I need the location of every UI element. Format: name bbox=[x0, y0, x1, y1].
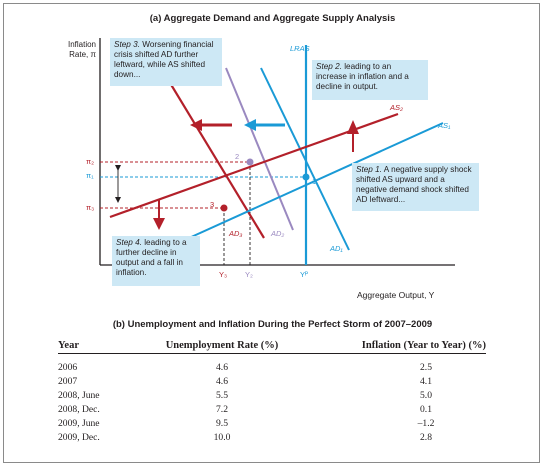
step1-note: Step 1. A negative supply shock shifted … bbox=[352, 163, 479, 211]
cell-inflation: 2.8 bbox=[420, 431, 432, 443]
step3-note: Step 3. Worsening financial crisis shift… bbox=[110, 38, 222, 86]
header-inflation: Inflation (Year to Year) (%) bbox=[361, 339, 486, 351]
step2-text: leading to an increase in inflation and … bbox=[316, 62, 409, 91]
cell-year: 2007 bbox=[58, 375, 78, 387]
label-as1: AS₁ bbox=[438, 121, 451, 130]
cell-inflation: 4.1 bbox=[420, 375, 432, 387]
point-2 bbox=[246, 158, 254, 166]
table-row: 2007 4.6 4.1 bbox=[58, 374, 486, 388]
cell-unemployment: 7.2 bbox=[216, 403, 228, 415]
cell-year: 2009, Dec. bbox=[58, 431, 100, 443]
ad1-curve bbox=[260, 67, 350, 251]
cell-unemployment: 4.6 bbox=[216, 375, 228, 387]
cell-unemployment: 5.5 bbox=[216, 389, 228, 401]
label-lras: LRAS bbox=[290, 44, 310, 53]
as-up-arrow bbox=[347, 120, 359, 152]
y-axis-label: Inflation Rate, π bbox=[67, 40, 96, 59]
cell-year: 2006 bbox=[58, 361, 78, 373]
label-ad1: AD₁ bbox=[330, 244, 343, 253]
tick-yp: Yᴾ bbox=[300, 270, 309, 279]
table-body: 2006 4.6 2.5 2007 4.6 4.1 2008, June 5.5 5.0 2008… bbox=[58, 360, 486, 444]
table-title: (b) Unemployment and Inflation During th… bbox=[112, 319, 433, 330]
as1-curve bbox=[177, 122, 444, 244]
step4-note: Step 4. leading to a further decline in … bbox=[112, 236, 200, 286]
cell-year: 2008, June bbox=[58, 389, 100, 401]
cell-year: 2009, June bbox=[58, 417, 100, 429]
x-axis-label: Aggregate Output, Y bbox=[357, 290, 435, 300]
step3-text: Worsening financial crisis shifted AD fu… bbox=[114, 40, 214, 79]
ad3-curve bbox=[160, 67, 265, 239]
chart-title: (a) Aggregate Demand and Aggregate Suppl… bbox=[149, 13, 396, 24]
table-row: 2009, Dec. 10.0 2.8 bbox=[58, 430, 486, 444]
header-year: Year bbox=[58, 339, 79, 351]
label-point-3: 3 bbox=[210, 200, 215, 209]
cell-inflation: 5.0 bbox=[420, 389, 432, 401]
step3-lead: Step 3. bbox=[114, 40, 140, 49]
cell-inflation: –1.2 bbox=[417, 417, 435, 429]
table-row: 2008, Dec. 7.2 0.1 bbox=[58, 402, 486, 416]
table-header-row: Year Unemployment Rate (%) Inflation (Ye… bbox=[58, 337, 486, 354]
cell-inflation: 0.1 bbox=[420, 403, 432, 415]
tick-pi1: π₁ bbox=[86, 171, 94, 180]
label-ad3: AD₃ bbox=[229, 229, 243, 238]
header-unemployment: Unemployment Rate (%) bbox=[165, 339, 279, 351]
step2-lead: Step 2. bbox=[316, 62, 342, 71]
label-point-1: 1 bbox=[312, 177, 317, 186]
tick-pi2: π₂ bbox=[86, 157, 95, 166]
tick-y3: Y₃ bbox=[219, 270, 228, 279]
cell-year: 2008, Dec. bbox=[58, 403, 100, 415]
tick-pi3: π₃ bbox=[86, 203, 95, 212]
step4-lead: Step 4. bbox=[116, 238, 142, 247]
label-point-2: 2 bbox=[235, 152, 240, 161]
ad-as-chart bbox=[99, 38, 455, 266]
label-as2: AS₂ bbox=[390, 103, 403, 112]
step4-text: leading to a further decline in output a… bbox=[116, 238, 187, 277]
cell-unemployment: 10.0 bbox=[213, 431, 231, 443]
table-row: 2008, June 5.5 5.0 bbox=[58, 388, 486, 402]
cell-unemployment: 9.5 bbox=[216, 417, 228, 429]
cell-inflation: 2.5 bbox=[420, 361, 432, 373]
as-down-arrow bbox=[153, 200, 165, 230]
figure-frame bbox=[3, 3, 540, 463]
cell-unemployment: 4.6 bbox=[216, 361, 228, 373]
step2-note: Step 2. leading to an increase in inflat… bbox=[312, 60, 428, 100]
point-3 bbox=[220, 204, 228, 212]
step1-lead: Step 1. bbox=[356, 165, 382, 174]
data-table: Year Unemployment Rate (%) Inflation (Ye… bbox=[58, 337, 486, 444]
table-row: 2009, June 9.5 –1.2 bbox=[58, 416, 486, 430]
label-ad2: AD₂ bbox=[271, 229, 285, 238]
ad2-curve bbox=[225, 67, 294, 231]
table-row: 2006 4.6 2.5 bbox=[58, 360, 486, 374]
tick-y2: Y₂ bbox=[245, 270, 253, 279]
step1-text: A negative supply shock shifted AS upwar… bbox=[356, 165, 472, 204]
point-1 bbox=[302, 173, 310, 181]
